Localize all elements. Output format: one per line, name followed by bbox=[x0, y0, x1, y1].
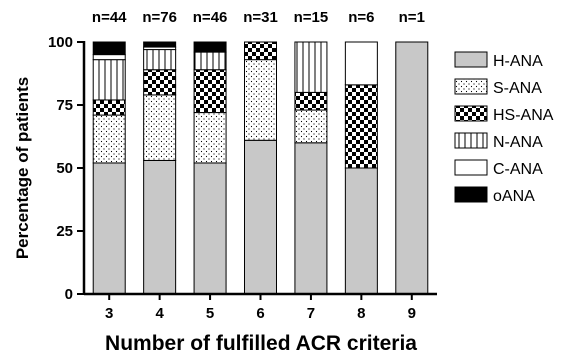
bar-segment-hs-ana-5 bbox=[193, 69, 227, 114]
bar-segment-oana-4 bbox=[143, 41, 177, 48]
bar-segment-hs-ana-6 bbox=[244, 41, 277, 61]
axes-layer bbox=[77, 41, 437, 300]
x-tick-label-4: 4 bbox=[155, 305, 164, 322]
bar-segment-h-ana-8 bbox=[344, 167, 378, 295]
bar-segment-s-ana-3 bbox=[92, 114, 126, 164]
y-axis-title: Percentage of patients bbox=[13, 77, 32, 259]
y-tick-label-0: 0 bbox=[65, 286, 73, 303]
bar-segment-hs-ana-4 bbox=[143, 69, 177, 96]
bar-segment-oana-5 bbox=[193, 41, 227, 53]
bar-segment-hs-ana-8 bbox=[344, 84, 378, 169]
bar-segment-hs-ana-7 bbox=[294, 91, 328, 111]
legend-swatch-oana bbox=[454, 186, 488, 203]
bar-segment-c-ana-3 bbox=[92, 54, 126, 61]
bar-segment-h-ana-4 bbox=[143, 159, 177, 295]
x-tick-label-6: 6 bbox=[256, 305, 264, 322]
legend-label-s-ana: S-ANA bbox=[493, 80, 542, 97]
bar-segment-h-ana-3 bbox=[92, 162, 126, 295]
bar-segment-n-ana-5 bbox=[193, 51, 227, 71]
legend-swatch-c-ana bbox=[454, 159, 488, 176]
legend: H-ANA S-ANA HS-ANA N-ANA C-ANA oANA bbox=[454, 51, 554, 205]
bar-segment-h-ana-6 bbox=[244, 139, 277, 295]
x-axis-title: Number of fulfilled ACR criteria bbox=[105, 332, 417, 355]
n-label-5: n=46 bbox=[193, 9, 228, 26]
bar-segment-s-ana-5 bbox=[193, 112, 227, 164]
y-tick-label-100: 100 bbox=[48, 34, 73, 51]
bar-segment-n-ana-7 bbox=[294, 41, 328, 93]
legend-label-h-ana: H-ANA bbox=[493, 53, 543, 70]
n-label-3: n=44 bbox=[92, 9, 127, 26]
legend-label-c-ana: C-ANA bbox=[493, 161, 543, 178]
bar-segment-s-ana-6 bbox=[244, 59, 277, 141]
y-tick-label-50: 50 bbox=[56, 160, 73, 177]
bar-segment-s-ana-4 bbox=[143, 94, 177, 161]
bar-segment-hs-ana-3 bbox=[92, 99, 126, 116]
bar-segment-n-ana-4 bbox=[143, 49, 177, 71]
legend-swatch-n-ana bbox=[454, 132, 488, 149]
legend-label-hs-ana: HS-ANA bbox=[493, 107, 554, 124]
n-label-8: n=6 bbox=[348, 9, 374, 26]
n-label-9: n=1 bbox=[399, 9, 425, 26]
bar-segment-h-ana-7 bbox=[294, 142, 328, 295]
legend-label-oana: oANA bbox=[493, 188, 535, 205]
legend-swatch-hs-ana bbox=[454, 105, 488, 122]
y-tick-label-25: 25 bbox=[56, 223, 73, 240]
bar-segment-h-ana-5 bbox=[193, 162, 227, 295]
x-tick-label-9: 9 bbox=[408, 305, 416, 322]
bar-segment-s-ana-7 bbox=[294, 109, 328, 144]
bar-segment-h-ana-9 bbox=[395, 41, 429, 295]
labels-layer: 3 n=44 4 n=76 5 n=46 6 n=31 7 n=15 8 n=6 9 n=1 0 25 50 75… bbox=[48, 9, 425, 322]
y-tick-label-75: 75 bbox=[56, 97, 73, 114]
bar-segment-n-ana-3 bbox=[92, 59, 126, 101]
legend-label-n-ana: N-ANA bbox=[493, 134, 543, 151]
legend-swatch-s-ana bbox=[454, 78, 488, 95]
x-tick-label-7: 7 bbox=[307, 305, 315, 322]
n-label-4: n=76 bbox=[142, 9, 177, 26]
bar-segment-c-ana-8 bbox=[344, 41, 378, 86]
n-label-7: n=15 bbox=[294, 9, 329, 26]
legend-swatch-h-ana bbox=[454, 51, 488, 68]
x-tick-label-8: 8 bbox=[357, 305, 365, 322]
n-label-6: n=31 bbox=[243, 9, 278, 26]
bars-layer bbox=[92, 41, 429, 295]
y-axis-title-group: Percentage of patients bbox=[13, 77, 32, 259]
x-tick-label-5: 5 bbox=[206, 305, 214, 322]
bar-segment-oana-3 bbox=[92, 41, 126, 56]
x-tick-label-3: 3 bbox=[105, 305, 113, 322]
